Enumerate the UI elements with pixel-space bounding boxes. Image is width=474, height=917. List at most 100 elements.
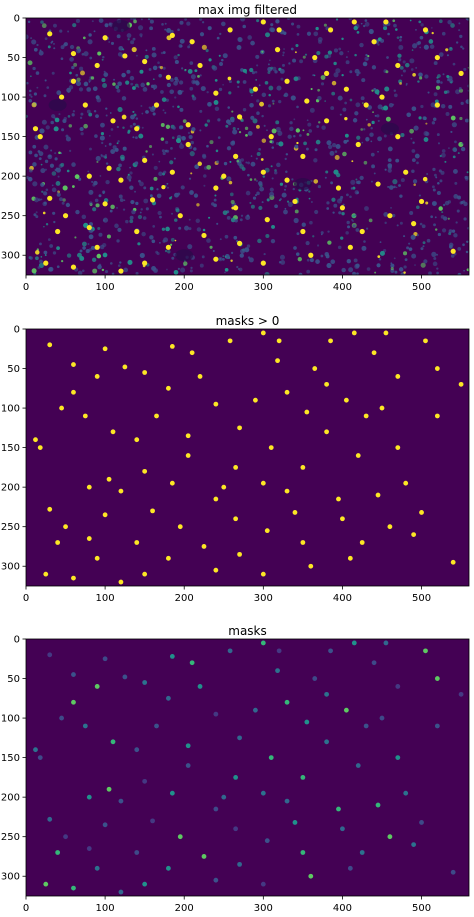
cell-spot — [62, 213, 69, 219]
pixel-spot — [109, 112, 112, 114]
cell-spot — [70, 264, 77, 270]
pixel-spot — [418, 116, 422, 120]
pixel-spot — [435, 85, 441, 90]
pixel-spot — [191, 127, 196, 132]
pixel-spot — [195, 218, 200, 224]
pixel-spot — [110, 128, 114, 131]
pixel-spot — [240, 18, 246, 22]
pixel-spot — [310, 88, 313, 91]
pixel-spot — [178, 226, 182, 230]
pixel-spot — [441, 31, 446, 36]
pixel-spot — [142, 216, 147, 220]
y-tick-label: 0 — [14, 325, 20, 336]
pixel-spot — [314, 209, 319, 215]
pixel-spot — [251, 94, 253, 97]
cell-spot — [300, 153, 306, 159]
pixel-spot — [217, 136, 221, 139]
panel-max-img-filtered: max img filtered 0 100 200 300 400 500 0 50 100 1… — [0, 0, 474, 300]
pixel-spot — [118, 194, 123, 199]
pixel-spot — [190, 266, 193, 269]
pixel-spot — [442, 203, 446, 207]
pixel-spot — [132, 122, 136, 126]
mask-blob — [189, 350, 195, 356]
pixel-spot — [218, 87, 223, 92]
pixel-spot — [222, 53, 228, 59]
pixel-spot — [117, 227, 122, 232]
pixel-spot — [296, 141, 299, 145]
pixel-spot — [338, 47, 342, 51]
pixel-spot — [105, 162, 109, 165]
pixel-spot — [141, 126, 144, 129]
pixel-spot — [116, 142, 119, 145]
pixel-spot — [171, 256, 175, 260]
cell-spot — [221, 173, 227, 179]
pixel-spot — [422, 176, 428, 182]
pixel-spot — [34, 153, 38, 158]
pixel-spot — [38, 157, 42, 161]
pixel-spot — [26, 176, 30, 180]
pixel-spot — [244, 247, 250, 253]
cell-spot — [142, 157, 148, 163]
pixel-spot — [280, 77, 284, 81]
pixel-spot — [242, 80, 247, 84]
pixel-spot — [102, 55, 105, 59]
mask-blob — [276, 648, 282, 654]
axes-frame — [25, 638, 470, 897]
pixel-spot — [245, 161, 248, 164]
pixel-spot — [463, 201, 468, 207]
mask-blob — [343, 397, 349, 403]
pixel-spot — [384, 168, 387, 171]
mask-blob — [355, 763, 361, 768]
pixel-spot — [315, 139, 321, 145]
pixel-spot — [166, 82, 172, 88]
pixel-spot — [214, 194, 217, 197]
pixel-spot — [347, 50, 350, 53]
pixel-spot — [188, 135, 193, 140]
pixel-spot — [419, 76, 423, 80]
pixel-spot — [175, 138, 182, 144]
pixel-spot — [91, 180, 94, 183]
pixel-spot — [36, 248, 39, 251]
mask-blob — [359, 850, 365, 855]
pixel-spot — [435, 176, 438, 179]
pixel-spot — [250, 204, 255, 209]
pixel-spot — [320, 231, 324, 235]
pixel-spot — [265, 32, 270, 38]
pixel-spot — [309, 220, 313, 225]
pixel-spot — [422, 116, 427, 121]
pixel-spot — [194, 69, 198, 73]
pixel-spot — [165, 226, 170, 232]
axes-frame — [25, 17, 470, 276]
pixel-spot — [458, 22, 461, 25]
y-tick-label: 250 — [1, 211, 20, 222]
dark-region — [293, 178, 312, 191]
pixel-spot — [148, 106, 151, 109]
pixel-spot — [82, 36, 86, 40]
pixel-spot — [74, 236, 77, 239]
pixel-spot — [173, 55, 178, 60]
pixel-spot — [174, 59, 179, 65]
pixel-spot — [400, 178, 405, 183]
pixel-spot — [342, 151, 347, 157]
pixel-spot — [453, 193, 459, 199]
pixel-spot — [32, 144, 37, 149]
pixel-spot — [222, 83, 224, 86]
cell-spot — [292, 198, 298, 205]
pixel-spot — [344, 116, 348, 121]
pixel-spot — [128, 179, 132, 182]
mask-blob — [312, 676, 318, 681]
pixel-spot — [80, 132, 84, 136]
pixel-spot — [213, 198, 217, 202]
cell-spot — [434, 102, 440, 108]
pixel-spot — [413, 183, 416, 186]
pixel-spot — [341, 211, 345, 216]
cell-spot — [102, 35, 108, 41]
pixel-spot — [410, 68, 414, 71]
pixel-spot — [216, 36, 220, 40]
pixel-spot — [158, 73, 162, 78]
pixel-spot — [149, 186, 154, 191]
pixel-spot — [347, 225, 351, 229]
pixel-spot — [187, 131, 191, 135]
pixel-spot — [76, 77, 81, 82]
pixel-spot — [461, 142, 464, 145]
